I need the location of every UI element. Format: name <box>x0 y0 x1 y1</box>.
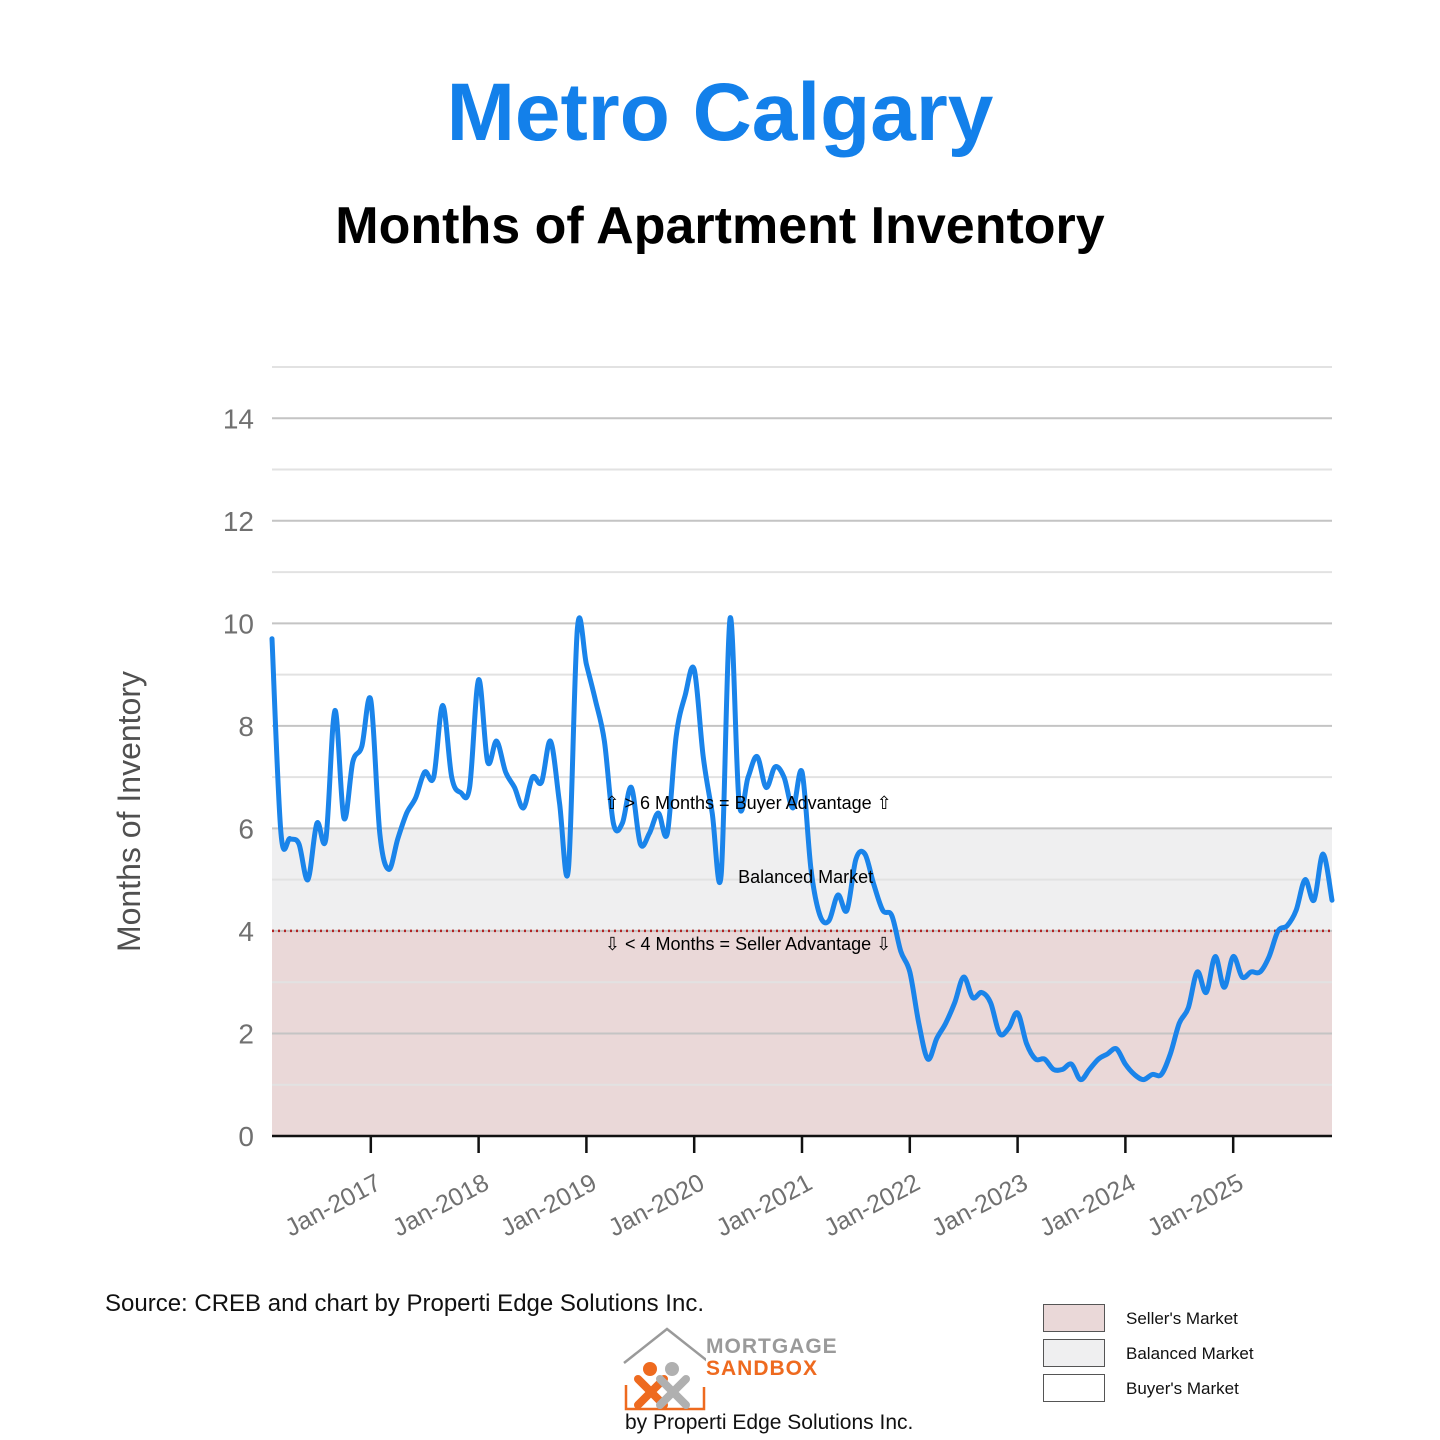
x-tick-label-Jan-2017: Jan-2017 <box>280 1169 385 1243</box>
annotation-1: Balanced Market <box>738 867 873 887</box>
source-note: Source: CREB and chart by Properti Edge … <box>105 1290 704 1317</box>
logo-byline: by Properti Edge Solutions Inc. <box>625 1411 914 1434</box>
x-tick-label-Jan-2020: Jan-2020 <box>604 1169 709 1243</box>
x-tick-label-Jan-2019: Jan-2019 <box>496 1169 601 1243</box>
logo-text-sandbox: SANDBOX <box>706 1357 819 1380</box>
page-title: Metro Calgary <box>446 67 994 158</box>
legend-label-seller: Seller's Market <box>1126 1309 1238 1328</box>
x-tick-label-Jan-2022: Jan-2022 <box>819 1169 924 1243</box>
y-tick-label-4: 4 <box>238 916 254 947</box>
mortgage-sandbox-logo: MORTGAGE SANDBOX by Properti Edge Soluti… <box>620 1325 913 1435</box>
y-tick-label-14: 14 <box>223 403 254 434</box>
x-tick-label-Jan-2024: Jan-2024 <box>1035 1169 1140 1243</box>
line-chart: ⇧ > 6 Months = Buyer Advantage ⇧ Balanced… <box>111 366 1335 1243</box>
x-tick-label-Jan-2025: Jan-2025 <box>1143 1169 1248 1243</box>
x-tick-label-Jan-2021: Jan-2021 <box>712 1169 817 1243</box>
y-axis: 0 2 4 6 8 10 12 14 Months of Inventory <box>111 403 254 1152</box>
house-logo-icon <box>623 1327 706 1411</box>
annotations: ⇧ > 6 Months = Buyer Advantage ⇧ Balanced… <box>604 793 891 954</box>
series-line-0 <box>269 615 1335 1083</box>
y-tick-label-10: 10 <box>223 608 254 639</box>
y-tick-label-6: 6 <box>238 813 254 844</box>
annotation-2: ⇩ < 4 Months = Seller Advantage ⇩ <box>605 934 891 954</box>
y-tick-label-0: 0 <box>238 1121 254 1152</box>
y-axis-label: Months of Inventory <box>111 671 147 952</box>
legend-swatch-buyer <box>1043 1374 1105 1402</box>
x-tick-label-Jan-2023: Jan-2023 <box>927 1169 1032 1243</box>
x-tick-label-Jan-2018: Jan-2018 <box>388 1169 493 1243</box>
y-tick-label-12: 12 <box>223 506 254 537</box>
series-group <box>269 615 1335 1083</box>
legend-label-buyer: Buyer's Market <box>1126 1379 1239 1398</box>
grid-lines <box>272 366 1332 1086</box>
y-tick-label-8: 8 <box>238 711 254 742</box>
chart-subtitle: Months of Apartment Inventory <box>335 197 1105 255</box>
logo-text-mortgage: MORTGAGE <box>706 1335 838 1358</box>
x-axis: Jan-2017 Jan-2018 Jan-2019 Jan-2020 Jan-2021… <box>272 1134 1332 1243</box>
legend-swatch-seller <box>1043 1304 1105 1332</box>
annotation-0: ⇧ > 6 Months = Buyer Advantage ⇧ <box>604 793 891 813</box>
legend-swatch-balanced <box>1043 1339 1105 1367</box>
legend-label-balanced: Balanced Market <box>1126 1344 1254 1363</box>
y-tick-label-2: 2 <box>238 1018 254 1049</box>
